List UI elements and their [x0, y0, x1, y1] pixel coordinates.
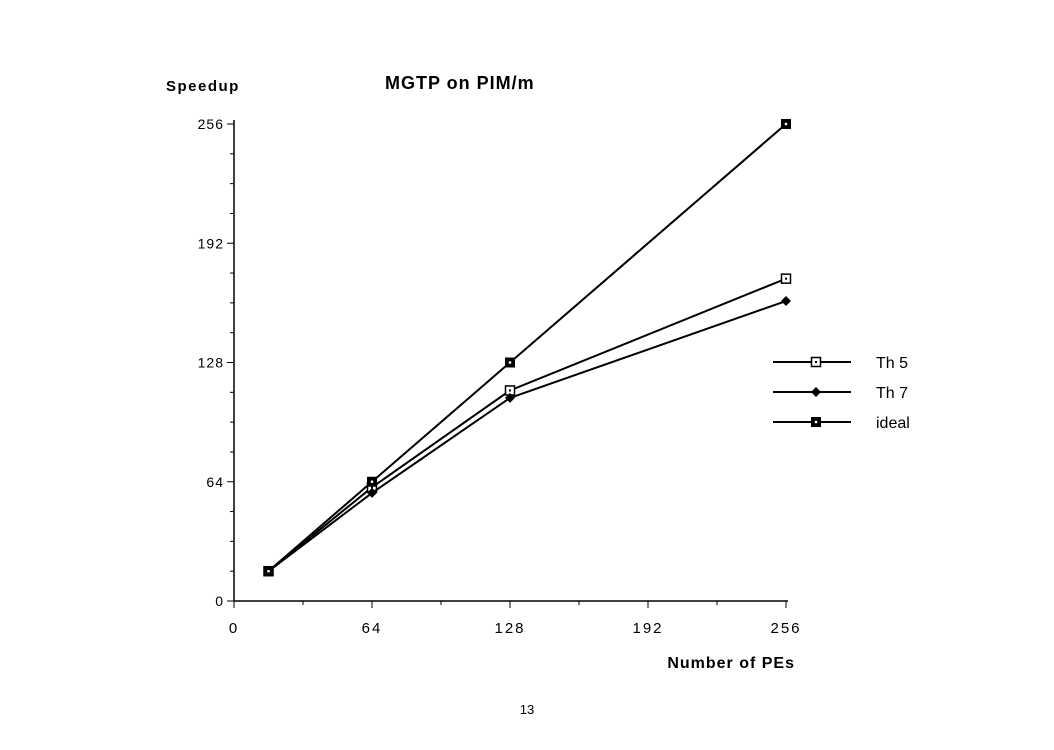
data-point-th-5-dot [509, 389, 511, 392]
x-tick-label: 128 [494, 620, 525, 637]
legend-marker-th-5-dot [815, 361, 817, 363]
legend-marker-th-7 [811, 387, 821, 397]
data-point-th-5-dot [371, 486, 373, 489]
data-point-th-7 [367, 487, 377, 498]
data-point-ideal-dot [508, 361, 512, 364]
series-line-th-7 [267, 300, 787, 572]
legend-label-ideal: ideal [876, 415, 910, 432]
legend-label-th-7: Th 7 [876, 385, 908, 402]
data-point-ideal-dot [784, 122, 788, 126]
data-point-th-7 [505, 392, 515, 403]
legend-label-th-5: Th 5 [876, 355, 908, 372]
x-tick-label: 0 [229, 620, 239, 637]
y-tick-label: 192 [198, 235, 224, 251]
x-tick-label: 256 [770, 620, 801, 637]
legend-marker-ideal-dot [814, 420, 818, 424]
x-axis-label: Number of PEs [667, 655, 795, 672]
y-tick-label: 64 [206, 474, 224, 490]
data-point-th-7 [781, 296, 791, 307]
y-tick-label: 128 [198, 355, 224, 371]
data-point-ideal-dot [267, 569, 270, 573]
y-tick-label: 256 [198, 116, 224, 132]
page-number: 13 [520, 702, 534, 717]
y-tick-label: 0 [215, 593, 224, 609]
data-point-ideal-dot [370, 480, 374, 483]
y-axis-label: Speedup [166, 78, 240, 95]
x-tick-label: 64 [362, 620, 383, 637]
series-line-th-5 [267, 277, 787, 572]
x-tick-label: 192 [632, 620, 663, 637]
chart-title: MGTP on PIM/m [385, 73, 535, 93]
series-line-ideal [267, 123, 787, 572]
data-point-th-5-dot [785, 277, 787, 280]
